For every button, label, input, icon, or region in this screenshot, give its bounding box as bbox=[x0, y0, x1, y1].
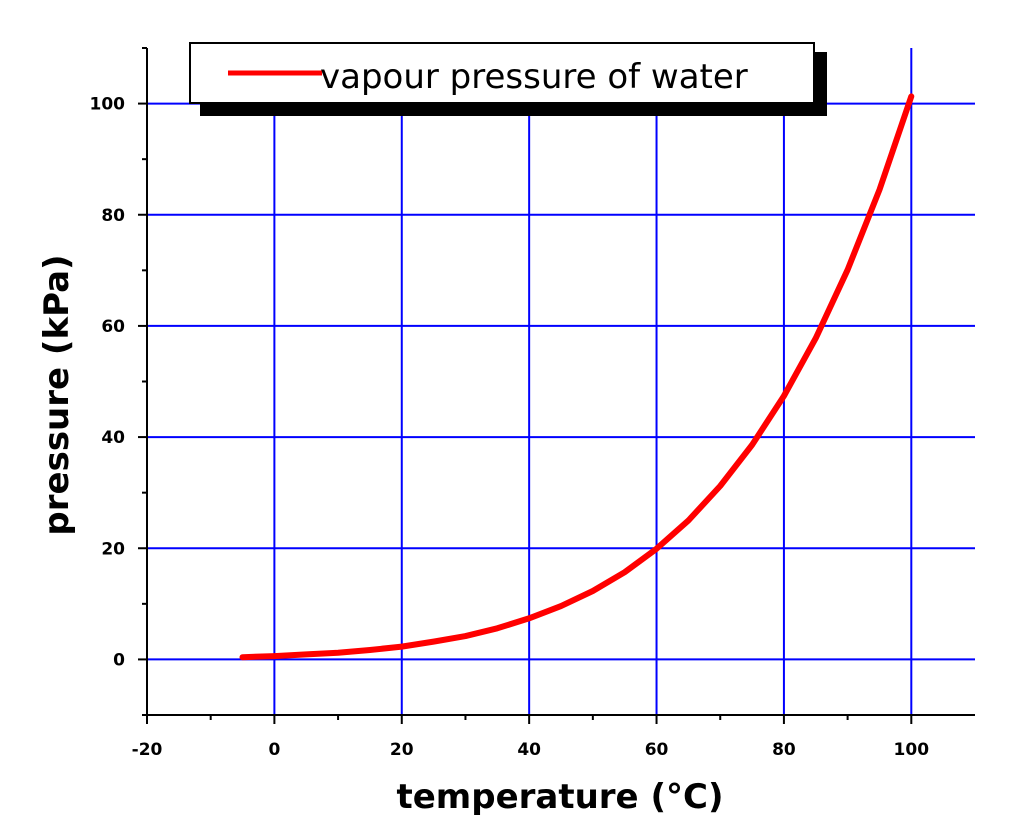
axes bbox=[138, 47, 975, 724]
legend: vapour pressure of water bbox=[189, 42, 827, 116]
x-tick-label: 0 bbox=[268, 740, 280, 760]
x-tick-label: 40 bbox=[517, 740, 541, 760]
x-tick-label: 80 bbox=[772, 740, 796, 760]
x-axis-title: temperature (°C) bbox=[396, 777, 723, 817]
series-layer bbox=[239, 93, 915, 661]
x-tick-label: 100 bbox=[894, 740, 930, 760]
y-tick-label: 100 bbox=[90, 95, 126, 115]
tick-labels: -20 0 20 40 60 80 100 0 20 40 60 80 100 bbox=[90, 95, 930, 760]
y-tick-label: 20 bbox=[101, 539, 125, 559]
legend-label: vapour pressure of water bbox=[320, 57, 748, 97]
y-tick-label: 40 bbox=[101, 428, 125, 448]
y-tick-label: 80 bbox=[101, 206, 125, 226]
x-tick-label: -20 bbox=[132, 740, 163, 760]
y-tick-label: 0 bbox=[113, 650, 125, 670]
y-tick-label: 60 bbox=[101, 317, 125, 337]
grid-lines bbox=[147, 48, 975, 715]
x-tick-label: 60 bbox=[645, 740, 669, 760]
series-line-vapour-pressure bbox=[239, 93, 915, 661]
x-tick-label: 20 bbox=[390, 740, 414, 760]
y-axis-title: pressure (kPa) bbox=[37, 254, 77, 535]
